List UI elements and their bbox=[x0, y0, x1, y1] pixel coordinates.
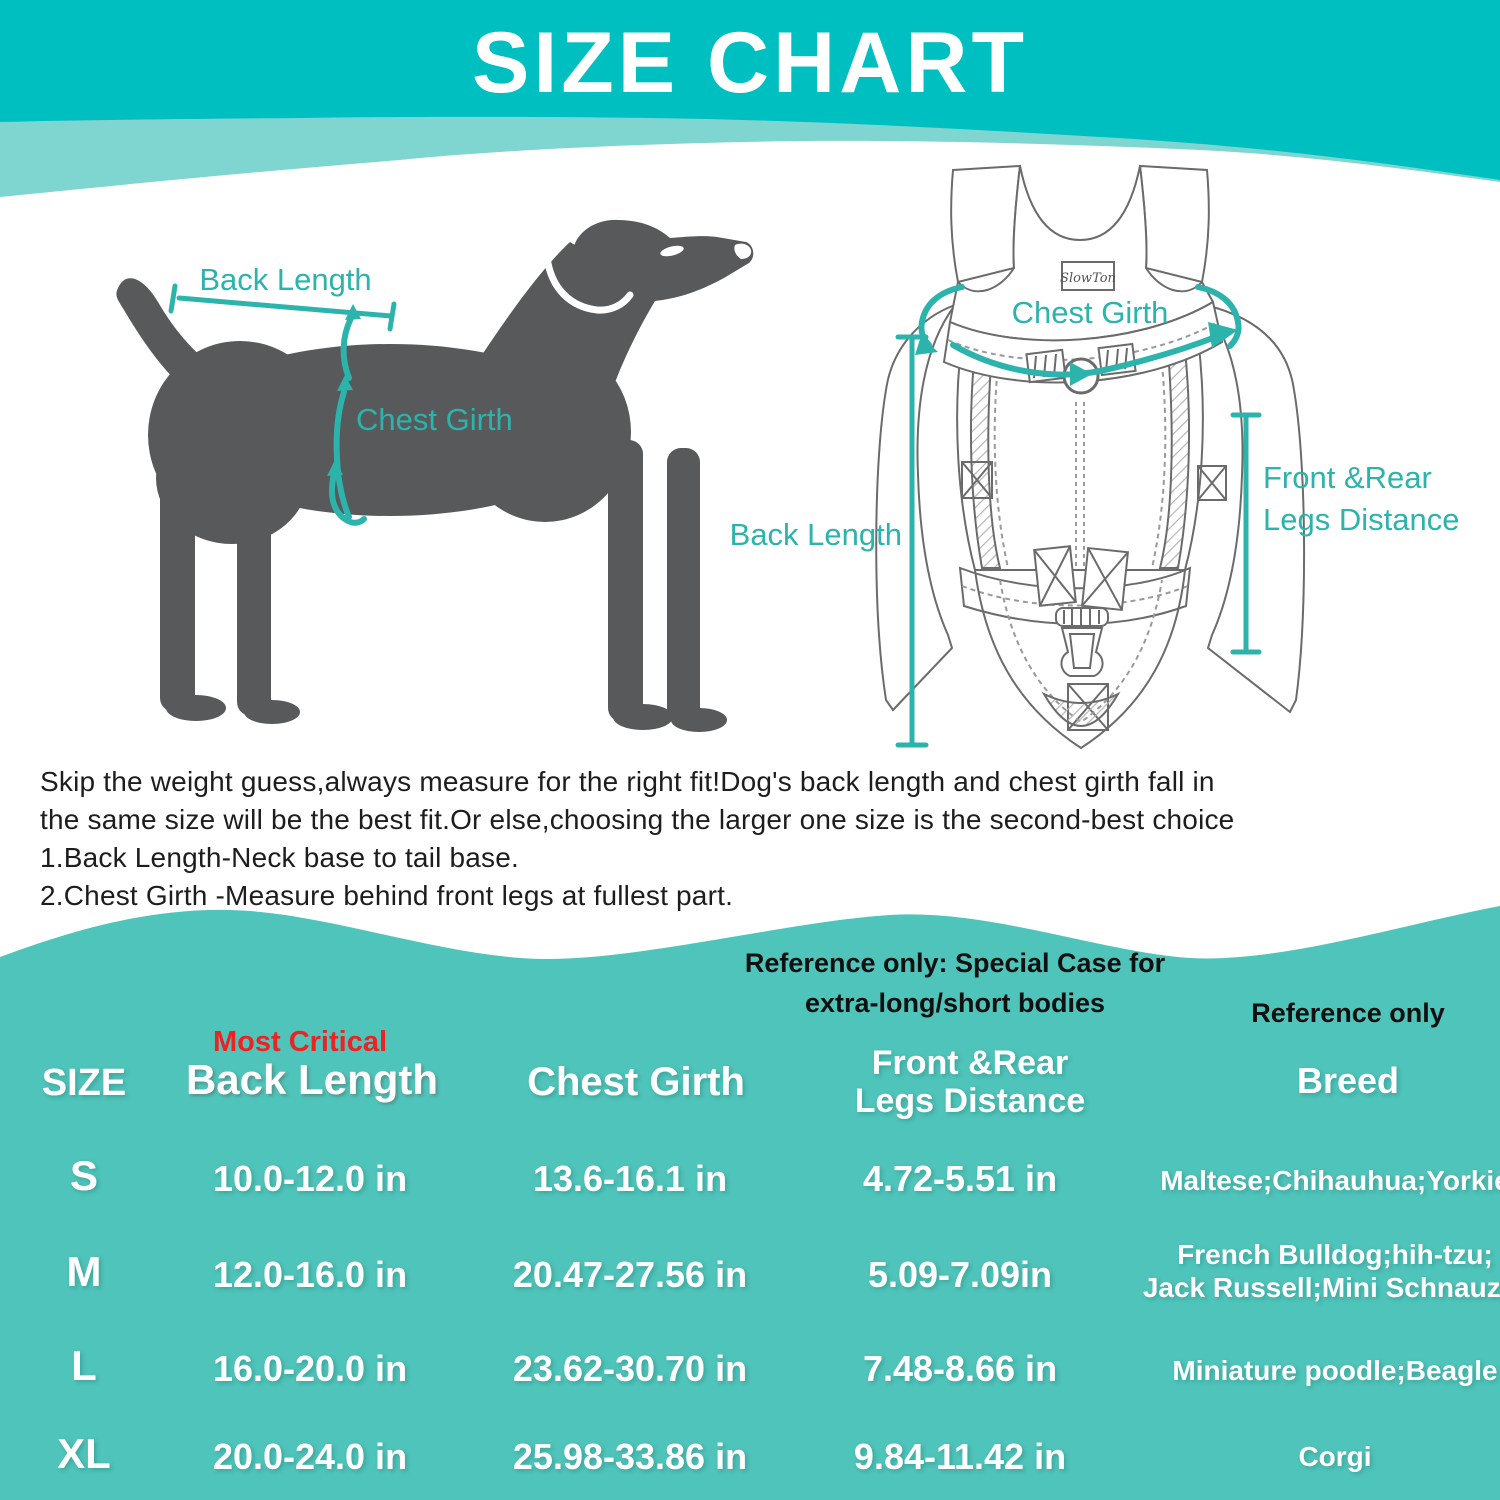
measuring-notes: Skip the weight guess,always measure for… bbox=[40, 763, 1300, 915]
dog-nose-highlight bbox=[734, 243, 752, 259]
chest-girth-cell: 20.47-27.56 in bbox=[512, 1254, 748, 1295]
carrier-measurement-diagram: SlowTon bbox=[875, 164, 1306, 750]
legs-header-line1: Front &Rear bbox=[871, 1044, 1069, 1082]
dog-chest-girth-arrows bbox=[328, 315, 367, 526]
page-title: SIZE CHART bbox=[472, 15, 1028, 111]
back-length-cell: 16.0-20.0 in bbox=[212, 1348, 408, 1389]
size-cell: S bbox=[69, 1152, 99, 1199]
breed-reference-note: Reference only bbox=[1251, 998, 1445, 1028]
legs-label-line2: Legs Distance bbox=[1263, 502, 1460, 537]
carrier-line-art bbox=[875, 164, 1306, 750]
column-header-size: SIZE bbox=[41, 1062, 127, 1104]
carrier-arrowheads bbox=[915, 322, 1238, 386]
back-length-cell: 10.0-12.0 in bbox=[212, 1158, 408, 1199]
note-line-3: 1.Back Length-Neck base to tail base. bbox=[40, 842, 520, 873]
carrier-brand-label: SlowTon bbox=[1060, 271, 1116, 286]
column-header-chest-girth: Chest Girth bbox=[527, 1060, 745, 1104]
header-teal-shape bbox=[0, 0, 1500, 180]
column-header-back-length: Back Length bbox=[185, 1056, 439, 1103]
table-wave-shape bbox=[0, 906, 1500, 1500]
legs-cell: 5.09-7.09in bbox=[867, 1254, 1053, 1295]
column-header-breed: Breed bbox=[1296, 1060, 1400, 1101]
legs-reference-note-line2: extra-long/short bodies bbox=[804, 988, 1106, 1018]
note-line-1: Skip the weight guess,always measure for… bbox=[40, 766, 1215, 797]
dog-back-length-label: Back Length bbox=[199, 262, 372, 297]
legs-label-line1: Front &Rear bbox=[1263, 460, 1432, 495]
legs-cell: 7.48-8.66 in bbox=[862, 1348, 1058, 1389]
legs-cell: 4.72-5.51 in bbox=[862, 1158, 1058, 1199]
most-critical-note: Most Critical bbox=[212, 1026, 388, 1058]
breed-line2: Jack Russell;Mini Schnauzer bbox=[1142, 1272, 1500, 1303]
size-cell: L bbox=[71, 1342, 97, 1389]
column-header-legs-distance: Front &Rear Legs Distance bbox=[855, 1044, 1086, 1120]
dog-eye bbox=[660, 245, 684, 257]
back-length-cell: 12.0-16.0 in bbox=[212, 1254, 408, 1295]
dog-arrowheads bbox=[327, 304, 361, 476]
legs-reference-note-line1: Reference only: Special Case for bbox=[744, 948, 1166, 978]
breed-cell: Maltese;Chihauhua;Yorkie bbox=[1160, 1165, 1500, 1196]
dog-silhouette bbox=[116, 219, 754, 732]
carrier-chest-girth-label: Chest Girth bbox=[1011, 295, 1169, 330]
dog-ear-highlight bbox=[543, 253, 634, 314]
note-line-4: 2.Chest Girth -Measure behind front legs… bbox=[40, 880, 734, 911]
back-length-cell: 20.0-24.0 in bbox=[212, 1436, 408, 1477]
chest-girth-cell: 23.62-30.70 in bbox=[512, 1348, 748, 1389]
breed-cell: French Bulldog;hih-tzu; Jack Russell;Min… bbox=[1143, 1238, 1500, 1304]
note-line-2: the same size will be the best fit.Or el… bbox=[40, 804, 1235, 835]
breed-line1: French Bulldog;hih-tzu; bbox=[1177, 1239, 1493, 1270]
breed-cell: Miniature poodle;Beagle bbox=[1172, 1355, 1498, 1386]
legs-cell: 9.84-11.42 in bbox=[853, 1436, 1067, 1477]
size-cell: M bbox=[66, 1248, 102, 1295]
dog-head bbox=[572, 219, 754, 302]
legs-header-line2: Legs Distance bbox=[854, 1082, 1086, 1120]
carrier-legs-distance-line bbox=[1230, 412, 1262, 655]
carrier-back-length-label: Back Length bbox=[729, 517, 902, 552]
chest-girth-cell: 13.6-16.1 in bbox=[532, 1158, 728, 1199]
dog-measurement-diagram bbox=[116, 219, 754, 732]
size-cell: XL bbox=[57, 1430, 111, 1477]
dog-chest-girth-label: Chest Girth bbox=[356, 402, 513, 437]
chest-girth-cell: 25.98-33.86 in bbox=[512, 1436, 748, 1477]
carrier-legs-distance-label: Front &Rear Legs Distance bbox=[1263, 460, 1459, 538]
breed-cell: Corgi bbox=[1298, 1441, 1372, 1472]
